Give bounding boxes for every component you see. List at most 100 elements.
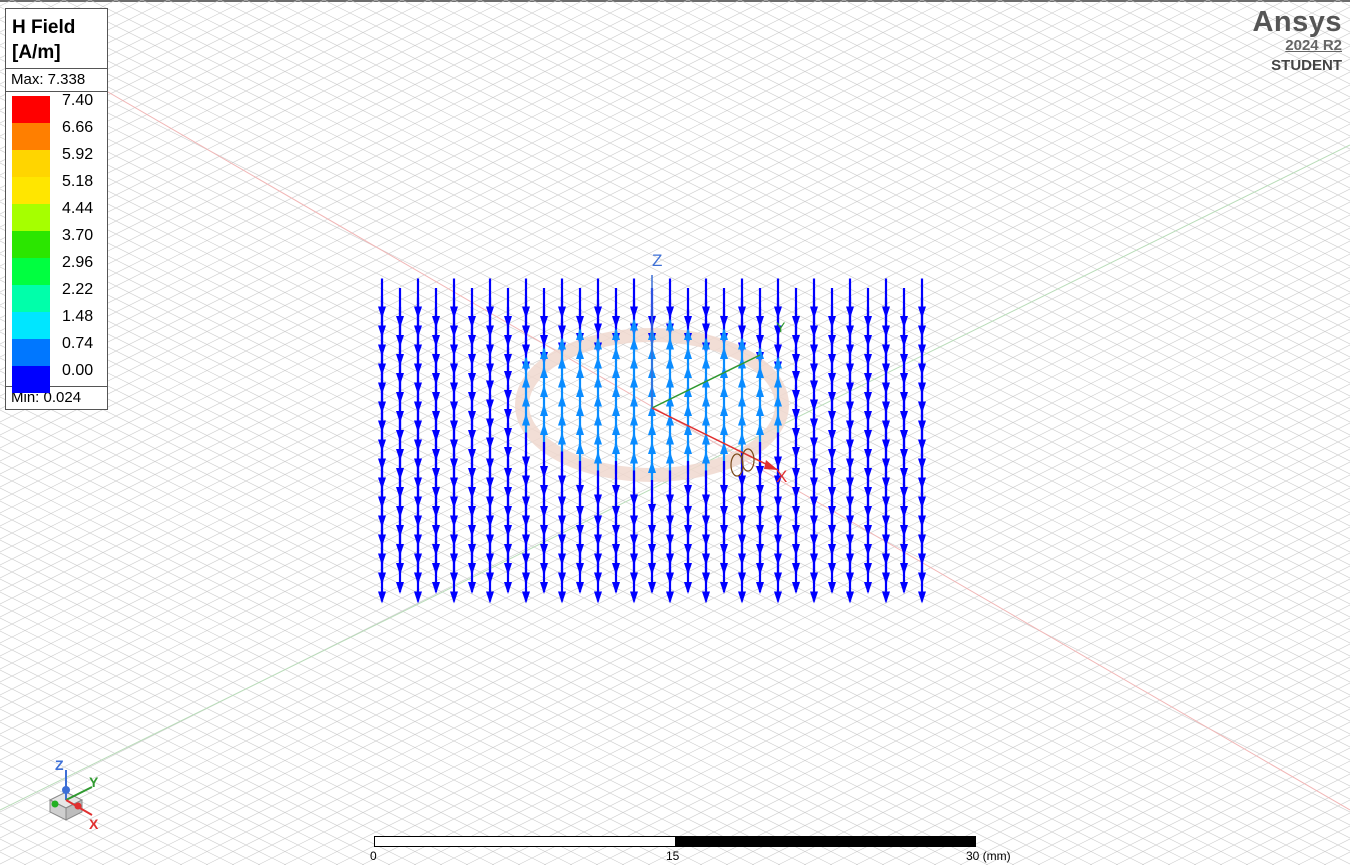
field-vector-head xyxy=(756,404,764,416)
field-vector-head xyxy=(630,356,638,369)
field-vector-head xyxy=(540,385,548,397)
field-vector-head xyxy=(720,442,728,454)
field-vector-head xyxy=(774,591,782,604)
field-vector-head xyxy=(432,582,440,594)
field-vector-head xyxy=(612,582,620,594)
legend-max: Max: 7.338 xyxy=(6,68,107,91)
legend-level-label: 5.92 xyxy=(62,146,94,163)
field-vector-head xyxy=(702,451,710,464)
field-vector-head xyxy=(576,404,584,416)
field-vector-head xyxy=(612,442,620,454)
field-vector-head xyxy=(558,337,566,350)
field-vector-head xyxy=(738,413,746,426)
legend-level-label: 2.96 xyxy=(62,254,94,271)
field-vector-head xyxy=(612,328,620,340)
field-vector-head xyxy=(558,375,566,388)
field-vector-head xyxy=(594,337,602,350)
field-vector-head xyxy=(900,582,908,594)
field-vector-head xyxy=(450,591,458,604)
field-vector-head xyxy=(594,591,602,604)
field-vector-head xyxy=(738,591,746,604)
field-vector-head xyxy=(558,356,566,369)
field-vector-head xyxy=(576,423,584,435)
field-vector-head xyxy=(576,328,584,340)
field-vector-head xyxy=(648,461,656,473)
legend-title-quantity: H Field xyxy=(12,17,76,38)
field-vector-head xyxy=(666,356,674,369)
top-border xyxy=(0,0,1350,2)
field-vector-head xyxy=(666,451,674,464)
field-vector-head xyxy=(594,432,602,445)
field-vector-head xyxy=(468,582,476,594)
field-vector-head xyxy=(720,347,728,359)
origin-axis-triad: X Y Z xyxy=(651,251,787,486)
field-vector-head xyxy=(864,582,872,594)
field-vector-head xyxy=(720,404,728,416)
scale-bar xyxy=(374,836,976,847)
origin-z-label: Z xyxy=(652,251,662,270)
field-vector-head xyxy=(558,432,566,445)
legend-title-unit: [A/m] xyxy=(12,42,61,63)
field-vector-head xyxy=(558,394,566,407)
field-vector-head xyxy=(396,582,404,594)
field-vector-head xyxy=(576,347,584,359)
field-vector-head xyxy=(648,582,656,594)
field-vector-head xyxy=(666,318,674,331)
field-vector-head xyxy=(738,337,746,350)
field-legend[interactable]: H Field [A/m] Max: 7.338 7.40 6.66 5.92 5.1… xyxy=(5,8,108,410)
field-vector-head xyxy=(648,404,656,416)
field-vector-head xyxy=(648,423,656,435)
field-vector-head xyxy=(594,375,602,388)
field-vector-head xyxy=(666,591,674,604)
field-vector-head xyxy=(774,375,782,388)
field-vector-head xyxy=(756,423,764,435)
field-vector-head xyxy=(612,366,620,378)
legend-level-label: 0.00 xyxy=(62,362,94,379)
field-vector-head xyxy=(720,385,728,397)
field-vector-head xyxy=(576,366,584,378)
legend-swatch xyxy=(12,366,50,393)
field-vector-head xyxy=(522,413,530,426)
field-vector-head xyxy=(612,423,620,435)
scale-bar-black-segment xyxy=(675,837,975,846)
legend-swatch xyxy=(12,258,50,285)
field-vector-head xyxy=(594,356,602,369)
brand-edition: STUDENT xyxy=(1271,57,1342,74)
field-vector-head xyxy=(594,451,602,464)
origin-x-label: X xyxy=(776,467,787,486)
field-vector-head xyxy=(666,337,674,350)
field-vector-head xyxy=(720,328,728,340)
field-vector-head xyxy=(630,318,638,331)
scale-label-mid: 15 xyxy=(666,849,680,863)
field-vector-head xyxy=(522,356,530,369)
legend-swatch xyxy=(12,177,50,204)
field-vector-head xyxy=(774,394,782,407)
field-vector-head xyxy=(828,582,836,594)
field-vector-head xyxy=(576,442,584,454)
field-vector-head xyxy=(702,591,710,604)
legend-swatch xyxy=(12,204,50,231)
field-vector-head xyxy=(684,328,692,340)
field-vector-head xyxy=(378,591,386,604)
field-vector-head xyxy=(702,356,710,369)
legend-level-label: 5.18 xyxy=(62,173,94,190)
field-vector-head xyxy=(702,337,710,350)
triad-y-label: Y xyxy=(89,774,99,790)
field-vector-head xyxy=(414,591,422,604)
scale-bar-white-segment xyxy=(375,837,675,846)
field-vector-head xyxy=(630,375,638,388)
legend-level-label: 3.70 xyxy=(62,227,94,244)
field-vector-head xyxy=(684,347,692,359)
brand-version: 2024 R2 xyxy=(1285,37,1342,54)
field-vector-head xyxy=(774,413,782,426)
field-vector-head xyxy=(756,582,764,594)
field-vector-head xyxy=(612,404,620,416)
field-vector-head xyxy=(918,591,926,604)
field-vector-head xyxy=(540,404,548,416)
legend-swatch xyxy=(12,150,50,177)
orientation-triad[interactable]: Z Y X xyxy=(48,757,99,832)
legend-level-label: 0.74 xyxy=(62,335,94,352)
field-vector-head xyxy=(774,356,782,369)
